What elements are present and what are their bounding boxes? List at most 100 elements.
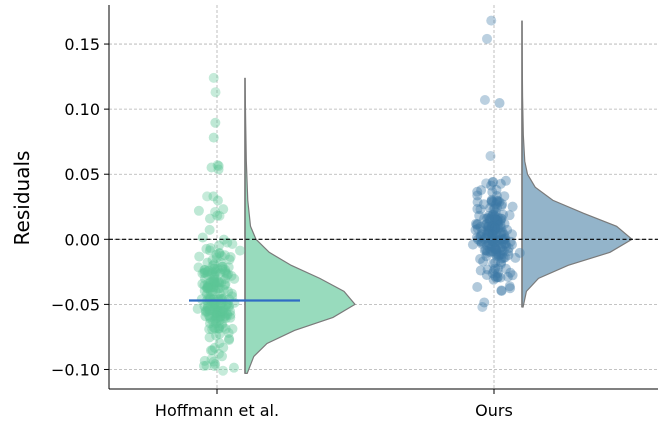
strip-point	[487, 210, 498, 221]
strip-point	[500, 175, 511, 186]
strip-point	[499, 234, 510, 245]
strip-point	[500, 263, 511, 274]
strip-point	[488, 226, 499, 237]
strip-point	[215, 311, 226, 322]
strip-point	[486, 196, 497, 207]
axes: −0.10 −0.05 0.00 0.05 0.10 0.15 Hoffmann et al…	[51, 5, 658, 420]
strip-point	[203, 283, 214, 294]
strip-point	[217, 261, 228, 272]
strip-point	[208, 281, 219, 292]
strip-point	[483, 221, 494, 232]
strip-point	[486, 236, 497, 247]
strip-point	[199, 355, 210, 366]
strip-point	[479, 245, 490, 256]
strip-point	[208, 282, 219, 293]
strip-point	[222, 309, 233, 320]
strip-point	[482, 247, 493, 258]
strip-point	[496, 242, 507, 253]
strip-point	[490, 244, 501, 255]
strip-point	[488, 265, 499, 276]
strip-point	[486, 196, 497, 207]
strip-point	[480, 232, 491, 243]
y-tick-label: −0.10	[51, 360, 100, 379]
x-tick-label: Hoffmann et al.	[155, 401, 279, 420]
strip-point	[475, 265, 486, 276]
strip-point	[490, 222, 501, 233]
strip-point	[204, 245, 215, 256]
strip-point	[487, 234, 498, 245]
strip-point	[214, 315, 225, 326]
strip-point	[214, 338, 225, 349]
strip-point	[495, 213, 506, 224]
strip-point	[499, 229, 510, 240]
strip-point	[216, 277, 227, 288]
strip-point	[487, 221, 498, 232]
strip-point	[487, 228, 498, 239]
strip-point	[514, 247, 525, 258]
strip-point	[206, 162, 217, 173]
strip-point	[491, 250, 502, 261]
strip-point	[219, 250, 230, 261]
strip-point	[223, 286, 234, 297]
strip-point	[470, 218, 481, 229]
y-tick-label: 0.15	[64, 35, 100, 54]
strip-point	[196, 294, 207, 305]
strip-point	[500, 252, 511, 263]
strip-point	[495, 222, 506, 233]
strip-point	[492, 271, 503, 282]
strip-point	[496, 213, 507, 224]
strip-point	[215, 268, 226, 279]
strip-point	[211, 249, 222, 260]
strip-point	[488, 221, 499, 232]
strip-point	[227, 238, 238, 249]
strip-point	[203, 281, 214, 292]
strip-point	[492, 272, 503, 283]
strip-point	[481, 228, 492, 239]
strip-point	[472, 186, 483, 197]
strip-point	[496, 253, 507, 264]
strip-point	[200, 311, 211, 322]
strip-point	[484, 215, 495, 226]
strip-point	[490, 263, 501, 274]
strip-point	[477, 236, 488, 247]
strip-point	[217, 261, 228, 272]
strip-point	[491, 191, 502, 202]
strip-point	[496, 257, 507, 268]
strip-point	[193, 205, 204, 216]
strip-point	[227, 291, 238, 302]
strip-point	[490, 228, 501, 239]
strip-point	[490, 249, 501, 260]
strip-point	[217, 264, 228, 275]
strip-point	[471, 232, 482, 243]
strip-point	[213, 283, 224, 294]
strip-point	[206, 277, 217, 288]
violins	[244, 20, 634, 374]
strip-point	[207, 276, 218, 287]
strip-point	[210, 318, 221, 329]
strip-point	[487, 246, 498, 257]
strip-point	[488, 219, 499, 230]
strip-point	[490, 214, 501, 225]
strip-point	[211, 252, 222, 263]
strip-point	[487, 226, 498, 237]
grid-lines	[109, 5, 658, 389]
strip-point	[219, 280, 230, 291]
strip-point	[472, 203, 483, 214]
strip-point	[477, 226, 488, 237]
strip-point	[499, 218, 510, 229]
strip-point	[229, 273, 240, 284]
strip-point	[486, 195, 497, 206]
strip-point	[202, 282, 213, 293]
strip-point	[217, 318, 228, 329]
strip-point	[483, 211, 494, 222]
strip-point	[217, 351, 228, 362]
strip-point	[492, 197, 503, 208]
strip-point	[495, 228, 506, 239]
strip-point	[227, 288, 238, 299]
strip-point	[226, 270, 237, 281]
strip-point	[205, 301, 216, 312]
strip-point	[199, 264, 210, 275]
strip-point	[211, 310, 222, 321]
strip-point	[476, 238, 487, 249]
strip-point	[491, 195, 502, 206]
